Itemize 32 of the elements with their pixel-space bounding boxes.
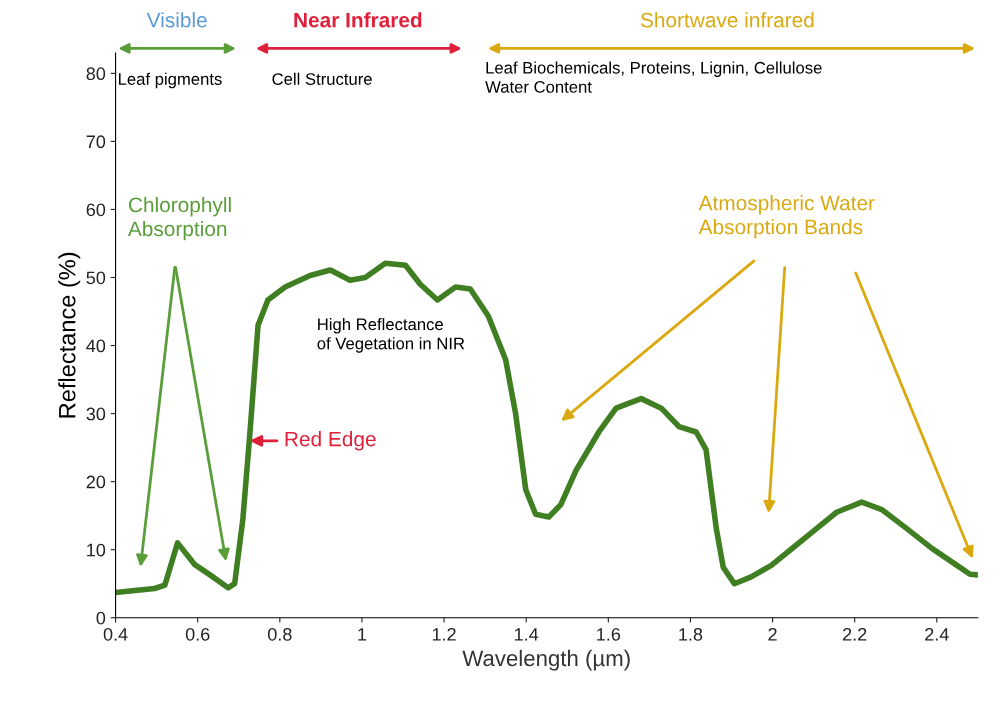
x-axis-title: Wavelength (µm) (462, 649, 630, 671)
x-tick-label: 2.2 (843, 627, 867, 641)
annotation: Leaf Biochemicals, Proteins, Lignin, Cellulose Water Content (485, 61, 822, 93)
x-tick-label: 0.6 (185, 627, 210, 641)
annotation: Cell Structure (272, 72, 372, 85)
annotation: Leaf pigments (119, 72, 222, 89)
y-axis-title: Reflectance (%) (58, 252, 81, 418)
y-tick-label: 0 (96, 611, 106, 625)
y-tick-label: 70 (86, 135, 106, 149)
y-tick-label: 30 (86, 407, 106, 421)
x-tick-label: 0.4 (103, 627, 128, 641)
x-tick-label: 1.4 (515, 628, 539, 641)
x-tick-label: 2.4 (925, 627, 949, 641)
y-tick-label: 20 (86, 475, 106, 489)
x-tick-label: 2 (768, 627, 777, 641)
x-tick-label: 1.2 (432, 627, 456, 641)
x-tick-label: 0.8 (267, 627, 292, 641)
text: Near Infrared (294, 12, 422, 28)
x-tick-label: 1.6 (597, 627, 621, 641)
x-tick-label: 1.8 (679, 627, 703, 641)
y-tick-label: 50 (86, 271, 106, 285)
text: Visible (146, 12, 207, 28)
y-tick-label: 40 (86, 339, 106, 353)
annotation: Red Edge (285, 431, 376, 451)
annotation: Chlorophyll Absorption (127, 196, 231, 241)
text: Shortwave infrared (640, 12, 814, 28)
y-tick-label: 80 (86, 67, 106, 81)
y-tick-label: 10 (87, 543, 106, 557)
x-tick-label: 1 (358, 628, 367, 641)
y-tick-label: 60 (86, 203, 106, 217)
annotation: High Reflectance of Vegetation in NIR (317, 318, 465, 353)
annotation: Atmospheric Water Absorption Bands (698, 195, 875, 239)
